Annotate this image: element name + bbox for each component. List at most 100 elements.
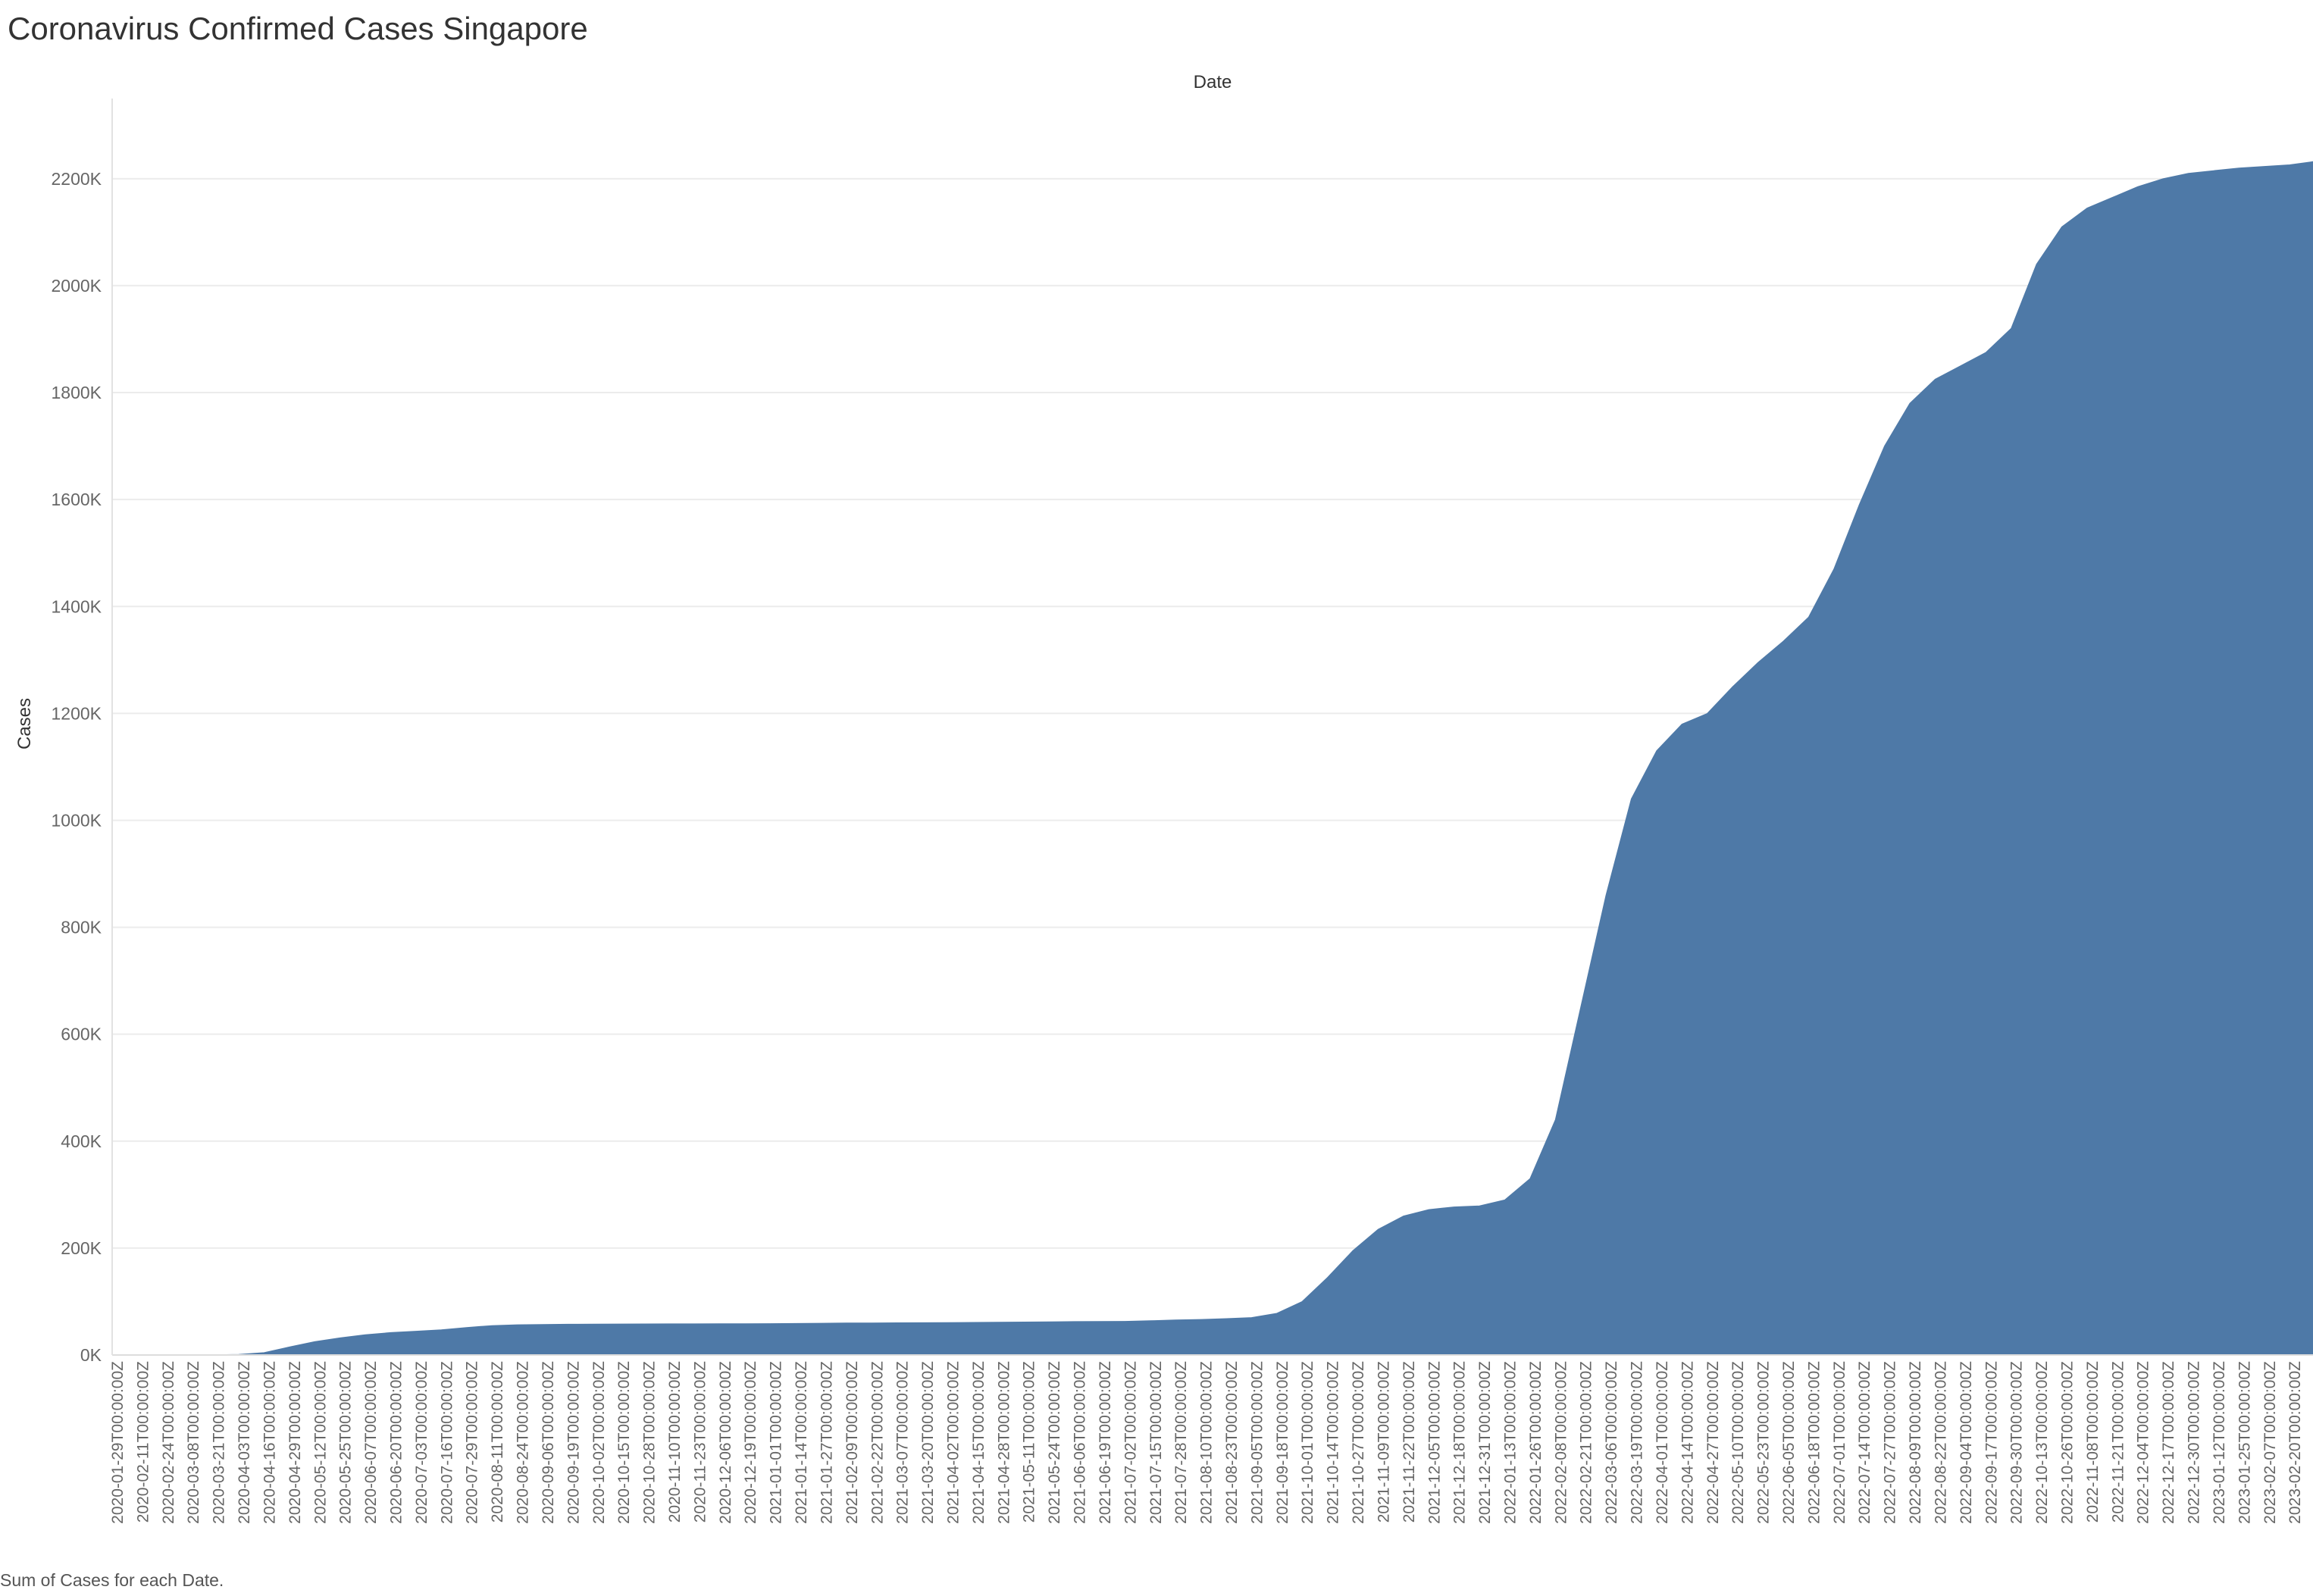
x-tick-label: 2021-11-09T00:00:00Z bbox=[1375, 1361, 1392, 1522]
x-tick-label: 2022-10-26T00:00:00Z bbox=[2059, 1361, 2077, 1524]
x-tick-label: 2020-06-07T00:00:00Z bbox=[362, 1361, 380, 1524]
x-tick-label: 2021-03-20T00:00:00Z bbox=[919, 1361, 937, 1524]
x-tick-label: 2020-12-06T00:00:00Z bbox=[717, 1361, 734, 1524]
x-tick-label: 2023-01-25T00:00:00Z bbox=[2236, 1361, 2253, 1524]
x-tick-label: 2021-04-28T00:00:00Z bbox=[995, 1361, 1013, 1524]
x-tick-label: 2022-01-13T00:00:00Z bbox=[1502, 1361, 1520, 1524]
x-tick-label: 2022-04-01T00:00:00Z bbox=[1654, 1361, 1671, 1524]
x-tick-label: 2023-01-12T00:00:00Z bbox=[2211, 1361, 2228, 1524]
x-tick-label: 2022-08-09T00:00:00Z bbox=[1907, 1361, 1924, 1524]
x-tick-label: 2021-07-28T00:00:00Z bbox=[1172, 1361, 1190, 1524]
x-tick-label: 2020-10-15T00:00:00Z bbox=[615, 1361, 633, 1524]
column-header: Date bbox=[1194, 72, 1232, 92]
y-tick-label: 2000K bbox=[51, 276, 102, 296]
x-tick-label: 2021-04-15T00:00:00Z bbox=[970, 1361, 987, 1524]
x-tick-label: 2020-11-10T00:00:00Z bbox=[666, 1361, 684, 1522]
y-tick-label: 1400K bbox=[51, 596, 102, 616]
x-tick-label: 2020-07-03T00:00:00Z bbox=[413, 1361, 430, 1524]
x-tick-label: 2021-06-06T00:00:00Z bbox=[1072, 1361, 1089, 1524]
x-tick-label: 2020-12-19T00:00:00Z bbox=[742, 1361, 759, 1524]
x-tick-label: 2022-04-27T00:00:00Z bbox=[1704, 1361, 1722, 1524]
x-tick-label: 2022-07-01T00:00:00Z bbox=[1831, 1361, 1848, 1524]
x-tick-label: 2021-10-14T00:00:00Z bbox=[1325, 1361, 1342, 1524]
y-tick-label: 200K bbox=[61, 1238, 102, 1258]
x-tick-label: 2022-02-08T00:00:00Z bbox=[1552, 1361, 1570, 1524]
y-tick-label: 1000K bbox=[51, 810, 102, 830]
x-tick-label: 2022-12-30T00:00:00Z bbox=[2186, 1361, 2203, 1524]
x-tick-label: 2020-02-24T00:00:00Z bbox=[160, 1361, 177, 1524]
x-tick-label: 2022-08-22T00:00:00Z bbox=[1932, 1361, 1949, 1524]
x-tick-label: 2020-10-02T00:00:00Z bbox=[590, 1361, 608, 1524]
x-tick-label: 2021-08-23T00:00:00Z bbox=[1223, 1361, 1241, 1524]
y-tick-label: 1200K bbox=[51, 703, 102, 723]
x-tick-label: 2021-03-07T00:00:00Z bbox=[894, 1361, 912, 1524]
x-tick-label: 2021-12-18T00:00:00Z bbox=[1451, 1361, 1469, 1524]
x-tick-label: 2022-09-30T00:00:00Z bbox=[2008, 1361, 2026, 1524]
x-tick-label: 2020-02-11T00:00:00Z bbox=[134, 1361, 152, 1522]
y-tick-label: 0K bbox=[80, 1345, 102, 1365]
x-tick-label: 2021-10-27T00:00:00Z bbox=[1350, 1361, 1367, 1524]
x-tick-label: 2022-05-10T00:00:00Z bbox=[1729, 1361, 1747, 1524]
x-tick-label: 2021-02-09T00:00:00Z bbox=[844, 1361, 861, 1524]
x-tick-label: 2020-06-20T00:00:00Z bbox=[388, 1361, 405, 1524]
x-tick-label: 2022-09-17T00:00:00Z bbox=[1983, 1361, 2000, 1524]
x-tick-label: 2021-07-02T00:00:00Z bbox=[1122, 1361, 1139, 1524]
x-tick-label: 2022-12-04T00:00:00Z bbox=[2135, 1361, 2152, 1524]
x-tick-label: 2020-11-23T00:00:00Z bbox=[691, 1361, 709, 1522]
x-tick-label: 2021-07-15T00:00:00Z bbox=[1147, 1361, 1165, 1524]
x-tick-label: 2022-09-04T00:00:00Z bbox=[1958, 1361, 1975, 1524]
x-tick-label: 2020-05-25T00:00:00Z bbox=[337, 1361, 355, 1524]
y-tick-label: 1600K bbox=[51, 490, 102, 509]
x-axis: 2020-01-29T00:00:00Z 2020-02-11T00:00:00Z… bbox=[109, 1361, 2304, 1524]
x-tick-label: 2020-08-11T00:00:00Z bbox=[489, 1361, 506, 1522]
x-tick-label: 2020-07-16T00:00:00Z bbox=[438, 1361, 455, 1524]
x-tick-label: 2020-04-29T00:00:00Z bbox=[286, 1361, 304, 1524]
y-axis: 0K 200K 400K 600K 800K 1000K 1200K 1400K 1600K 18… bbox=[51, 99, 113, 1365]
x-tick-label: 2022-06-18T00:00:00Z bbox=[1805, 1361, 1823, 1524]
x-tick-label: 2022-11-08T00:00:00Z bbox=[2084, 1361, 2102, 1522]
x-tick-label: 2020-05-12T00:00:00Z bbox=[311, 1361, 329, 1524]
x-tick-label: 2020-09-19T00:00:00Z bbox=[565, 1361, 582, 1524]
x-tick-label: 2020-08-24T00:00:00Z bbox=[515, 1361, 532, 1524]
x-tick-label: 2020-01-29T00:00:00Z bbox=[109, 1361, 127, 1524]
x-tick-label: 2021-01-27T00:00:00Z bbox=[818, 1361, 835, 1524]
x-tick-label: 2021-09-18T00:00:00Z bbox=[1274, 1361, 1291, 1524]
x-tick-label: 2020-09-06T00:00:00Z bbox=[540, 1361, 557, 1524]
x-tick-label: 2021-10-01T00:00:00Z bbox=[1299, 1361, 1316, 1524]
x-tick-label: 2023-02-20T00:00:00Z bbox=[2286, 1361, 2304, 1524]
y-tick-label: 600K bbox=[61, 1025, 102, 1044]
x-tick-label: 2022-04-14T00:00:00Z bbox=[1679, 1361, 1696, 1524]
x-tick-label: 2020-10-28T00:00:00Z bbox=[641, 1361, 659, 1524]
x-tick-label: 2021-02-22T00:00:00Z bbox=[869, 1361, 886, 1524]
cases-area bbox=[112, 161, 2313, 1356]
x-tick-label: 2021-04-02T00:00:00Z bbox=[945, 1361, 962, 1524]
y-tick-label: 2200K bbox=[51, 169, 102, 189]
x-tick-label: 2020-04-03T00:00:00Z bbox=[236, 1361, 253, 1524]
x-tick-label: 2022-06-05T00:00:00Z bbox=[1780, 1361, 1798, 1524]
x-tick-label: 2022-02-21T00:00:00Z bbox=[1578, 1361, 1595, 1524]
x-tick-label: 2021-05-24T00:00:00Z bbox=[1046, 1361, 1063, 1524]
x-tick-label: 2022-03-19T00:00:00Z bbox=[1629, 1361, 1646, 1524]
x-tick-label: 2021-12-05T00:00:00Z bbox=[1426, 1361, 1443, 1524]
x-tick-label: 2022-01-26T00:00:00Z bbox=[1527, 1361, 1545, 1524]
x-tick-label: 2022-12-17T00:00:00Z bbox=[2160, 1361, 2177, 1524]
x-tick-label: 2021-08-10T00:00:00Z bbox=[1198, 1361, 1216, 1524]
x-tick-label: 2021-01-01T00:00:00Z bbox=[768, 1361, 785, 1524]
x-tick-label: 2021-09-05T00:00:00Z bbox=[1248, 1361, 1266, 1524]
x-tick-label: 2021-12-31T00:00:00Z bbox=[1476, 1361, 1494, 1524]
x-tick-label: 2022-10-13T00:00:00Z bbox=[2033, 1361, 2051, 1524]
x-tick-label: 2022-07-27T00:00:00Z bbox=[1882, 1361, 1899, 1524]
x-tick-label: 2020-04-16T00:00:00Z bbox=[261, 1361, 279, 1524]
x-tick-label: 2022-11-21T00:00:00Z bbox=[2109, 1361, 2127, 1522]
y-tick-label: 400K bbox=[61, 1131, 102, 1151]
x-tick-label: 2022-07-14T00:00:00Z bbox=[1856, 1361, 1873, 1524]
y-axis-title: Cases bbox=[14, 698, 35, 749]
x-tick-label: 2022-03-06T00:00:00Z bbox=[1603, 1361, 1620, 1524]
x-tick-label: 2020-03-21T00:00:00Z bbox=[211, 1361, 228, 1524]
chart-title: Coronavirus Confirmed Cases Singapore bbox=[8, 11, 588, 46]
x-tick-label: 2021-05-11T00:00:00Z bbox=[1021, 1361, 1038, 1522]
x-tick-label: 2021-01-14T00:00:00Z bbox=[793, 1361, 810, 1524]
y-tick-label: 800K bbox=[61, 918, 102, 937]
area-layer bbox=[112, 161, 2313, 1356]
